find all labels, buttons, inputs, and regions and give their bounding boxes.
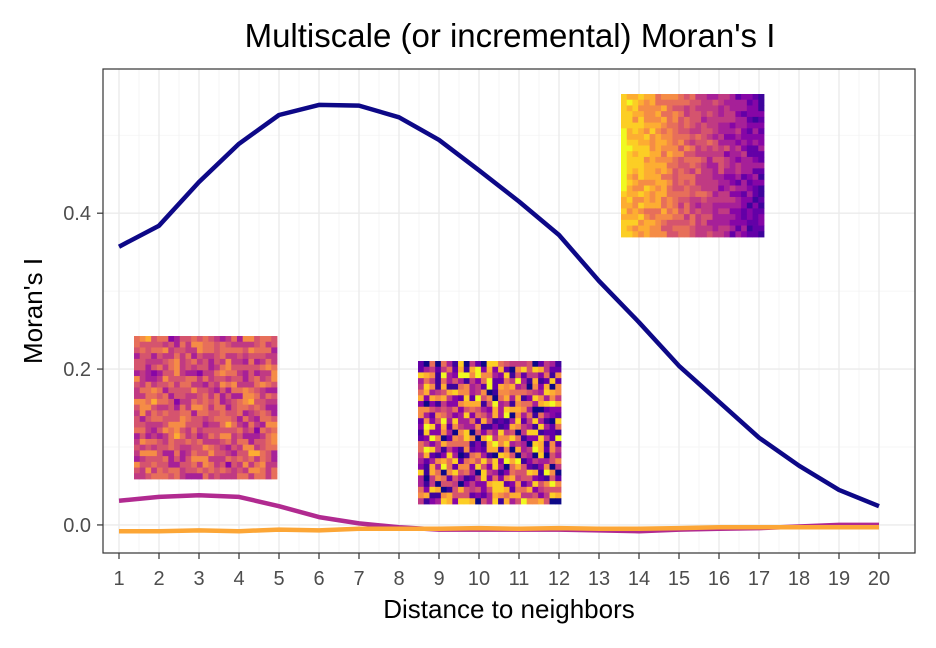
x-tick-label: 14 (628, 568, 650, 590)
x-tick-label: 7 (353, 568, 364, 590)
x-tick-label: 19 (828, 568, 850, 590)
inset-raster-smooth-gradient (621, 94, 765, 238)
x-axis: 1 2 3 4 5 6 7 8 9 10 11 12 13 14 15 16 17 18 19 20 (113, 553, 890, 590)
x-tick-label: 3 (193, 568, 204, 590)
x-tick-label: 17 (748, 568, 770, 590)
x-tick-label: 5 (273, 568, 284, 590)
inset-raster-moderate-clustering (134, 336, 278, 480)
x-tick-label: 18 (788, 568, 810, 590)
series-line-1 (117, 102, 880, 509)
x-axis-title: Distance to neighbors (383, 594, 634, 624)
insets (134, 94, 765, 505)
y-tick-label: 0.2 (63, 359, 91, 381)
y-axis: 0.0 0.2 0.4 (63, 203, 103, 537)
x-tick-label: 10 (468, 568, 490, 590)
x-tick-label: 9 (433, 568, 444, 590)
panel-border (102, 68, 916, 554)
x-tick-label: 8 (393, 568, 404, 590)
x-tick-label: 15 (668, 568, 690, 590)
x-tick-label: 6 (313, 568, 324, 590)
x-tick-label: 20 (868, 568, 890, 590)
inset-raster-random-noise (418, 361, 562, 505)
series-line-3 (119, 525, 879, 534)
x-tick-label: 13 (588, 568, 610, 590)
x-tick-label: 4 (233, 568, 244, 590)
x-tick-label: 11 (509, 568, 530, 590)
x-tick-label: 1 (113, 568, 124, 590)
x-tick-label: 2 (153, 568, 164, 590)
x-tick-label: 12 (548, 568, 570, 590)
series-lines (117, 102, 880, 534)
chart-title: Multiscale (or incremental) Moran's I (245, 17, 776, 54)
y-tick-label: 0.0 (63, 515, 91, 537)
y-tick-label: 0.4 (63, 203, 91, 225)
x-tick-label: 16 (708, 568, 730, 590)
grid (103, 69, 915, 553)
y-axis-title: Moran's I (18, 258, 48, 364)
